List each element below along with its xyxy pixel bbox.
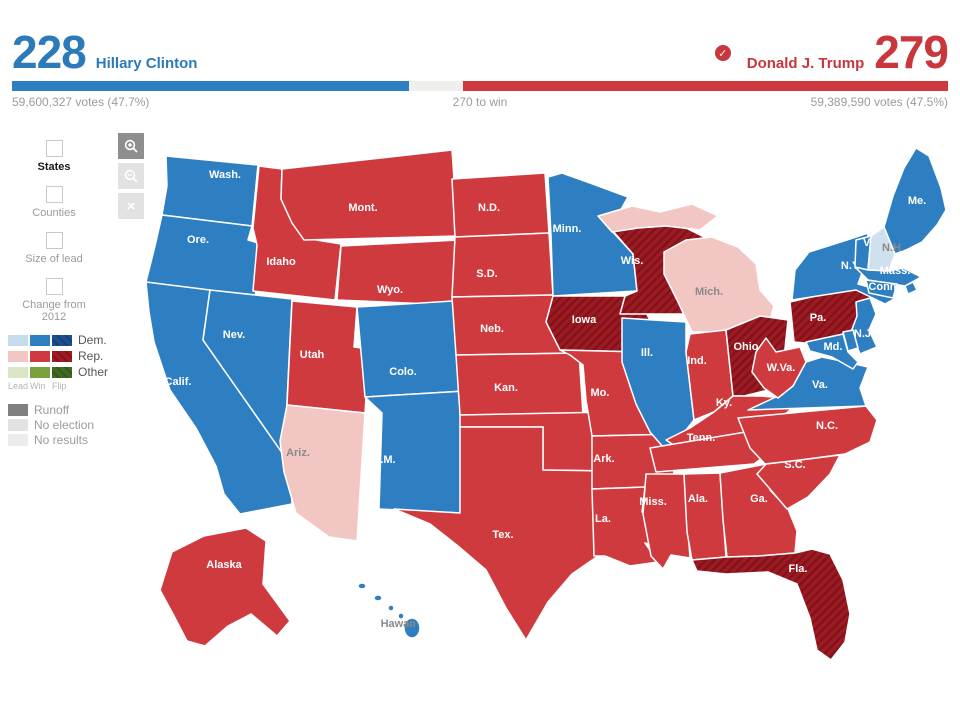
clinton-electoral-count: 228 [12, 26, 87, 78]
rep-bar-segment [463, 81, 948, 91]
state-ala[interactable]: Ala. [683, 472, 727, 561]
checkbox-icon[interactable] [45, 140, 63, 157]
to-win-note: 270 to win [452, 95, 508, 109]
flip-swatch [52, 366, 72, 378]
winner-check-icon: ✓ [714, 45, 731, 61]
view-option-counties[interactable]: Counties [8, 186, 100, 219]
state-me[interactable]: Me. [883, 147, 947, 255]
checkbox-icon[interactable] [45, 232, 63, 249]
state-kan[interactable]: Kan. [455, 352, 584, 416]
zoom-in-button[interactable] [118, 133, 144, 159]
lead-swatch [8, 350, 28, 362]
state-mont[interactable]: Mont. [280, 149, 459, 241]
map-zoom-controls: × [118, 133, 144, 223]
legend-extra-rows: Runoff No election No results [8, 403, 148, 447]
legend-axis-label: Flip [52, 381, 67, 391]
magnifier-minus-icon [124, 169, 138, 183]
view-option-label: Change from 2012 [22, 299, 86, 323]
state-alaska[interactable]: Alaska [159, 527, 291, 647]
legend-row-no-results: No results [8, 433, 148, 447]
state-wash[interactable]: Wash. [161, 155, 259, 227]
flip-swatch [52, 350, 72, 362]
legend-axis-label: Lead [8, 381, 29, 391]
lead-swatch [8, 334, 28, 346]
state-fla[interactable]: Fla. [691, 548, 851, 661]
win-swatch [30, 350, 50, 362]
view-option-states[interactable]: States [8, 140, 100, 173]
legend-row-runoff: Runoff [8, 403, 148, 417]
view-option-change-from-2012[interactable]: Change from 2012 [8, 278, 100, 323]
checkbox-icon[interactable] [45, 278, 63, 295]
view-option-label: Counties [32, 207, 76, 219]
state-nd[interactable]: N.D. [451, 172, 550, 238]
clinton-name: Hillary Clinton [95, 55, 198, 72]
legend-extra-label: No results [34, 433, 89, 447]
legend-row-no-election: No election [8, 418, 148, 432]
trump-summary: ✓ Donald J. Trump 279 [714, 26, 949, 78]
legend-party-label: Other [78, 365, 109, 379]
win-swatch [30, 334, 50, 346]
checkbox-icon[interactable] [45, 186, 63, 203]
state-nm[interactable]: N.M. [364, 390, 466, 514]
close-icon: × [126, 197, 136, 215]
state-sd[interactable]: S.D. [451, 232, 554, 298]
state-colo[interactable]: Colo. [356, 299, 470, 398]
lead-swatch [8, 366, 28, 378]
legend-party-label: Dem. [78, 333, 107, 347]
trump-name: Donald J. Trump [746, 55, 865, 72]
flip-swatch [52, 334, 72, 346]
legend-party-label: Rep. [78, 349, 104, 363]
legend-swatch [8, 404, 28, 416]
legend-swatch [8, 434, 28, 446]
legend-extra-label: No election [34, 418, 95, 432]
uncalled-bar-segment [408, 81, 464, 91]
win-swatch [30, 366, 50, 378]
legend-row-rep: Rep. [8, 349, 148, 363]
state-ariz[interactable]: Ariz. [279, 404, 366, 542]
map-view-options: States Counties Size of lead Change from 20… [8, 140, 100, 336]
state-hawaii[interactable]: Hawaii [357, 582, 421, 639]
legend-axis-label: Win [30, 381, 46, 391]
state-mich[interactable]: Mich. [597, 203, 775, 333]
view-option-label: States [37, 161, 71, 173]
legend-row-other: Other [8, 365, 148, 379]
clinton-vote-total: 59,600,327 votes (47.7%) [12, 95, 150, 109]
clinton-summary: 228 Hillary Clinton [12, 26, 207, 78]
state-utah[interactable]: Utah [286, 300, 370, 414]
zoom-out-button[interactable] [118, 163, 144, 189]
view-option-label: Size of lead [25, 253, 83, 265]
electoral-vote-bar [12, 81, 948, 91]
close-zoom-button[interactable]: × [118, 193, 144, 219]
trump-vote-total: 59,389,590 votes (47.5%) [810, 95, 948, 109]
map-legend: Dem. Rep. Other Lead Win Flip Runoff No electio… [8, 333, 148, 448]
legend-extra-label: Runoff [34, 403, 70, 417]
legend-axis-labels: Lead Win Flip [8, 381, 148, 391]
dem-bar-segment [12, 81, 409, 91]
legend-row-dem: Dem. [8, 333, 148, 347]
state-ri[interactable] [904, 281, 918, 295]
magnifier-plus-icon [124, 139, 138, 153]
trump-electoral-count: 279 [874, 26, 949, 78]
state-wyo[interactable]: Wyo. [336, 239, 459, 306]
legend-swatch [8, 419, 28, 431]
view-option-size-of-lead[interactable]: Size of lead [8, 232, 100, 265]
